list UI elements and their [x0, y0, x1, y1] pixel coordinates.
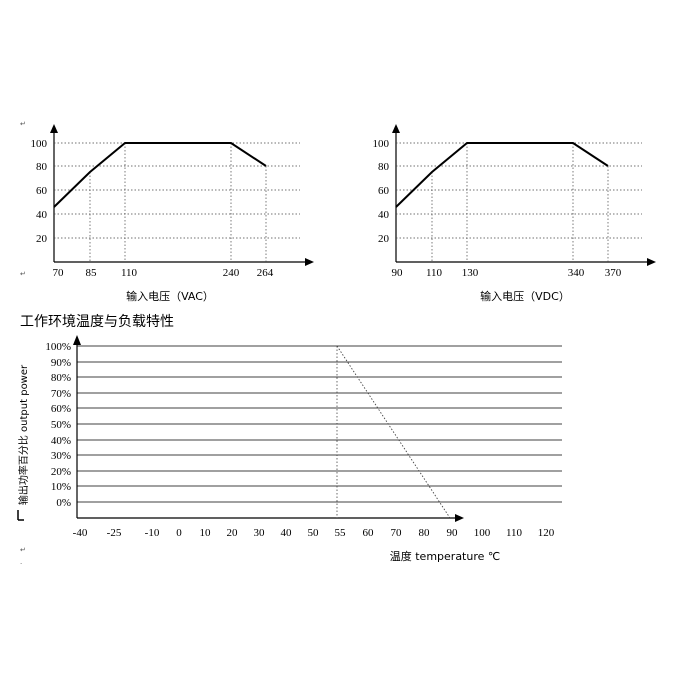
temp-x-tick-m40: -40: [73, 527, 88, 539]
temp-y-tick-30: 30%: [51, 450, 71, 462]
section-title: 工作环境温度与负载特性: [20, 314, 174, 330]
vac-x-axis-arrow: [305, 258, 314, 266]
vdc-chart: 100 80 60 40 20 90 110 130 340 370 输入电压（…: [373, 124, 656, 303]
temp-y-axis-label: 输出功率百分比 output power: [17, 364, 30, 505]
temp-x-tick-20: 20: [227, 527, 239, 539]
vac-y-tick-20: 20: [36, 233, 48, 245]
vac-y-axis-arrow: [50, 124, 58, 133]
vac-chart: 100 80 60 40 20 70 85 110 240 264 输入电压（V…: [31, 124, 314, 303]
temp-x-tick-m25: -25: [107, 527, 122, 539]
temp-x-tick-70: 70: [391, 527, 403, 539]
vdc-y-axis-arrow: [392, 124, 400, 133]
vac-x-axis-label: 输入电压（VAC）: [126, 289, 214, 303]
temp-x-tick-55: 55: [335, 527, 347, 539]
vdc-x-tick-130: 130: [462, 267, 479, 279]
vac-y-tick-80: 80: [36, 161, 48, 173]
temp-x-tick-110: 110: [506, 527, 523, 539]
temp-y-tick-70: 70%: [51, 388, 71, 400]
vdc-x-axis-arrow: [647, 258, 656, 266]
vac-y-tick-100: 100: [31, 138, 48, 150]
paragraph-mark: ↵: [20, 546, 26, 554]
vdc-x-tick-370: 370: [605, 267, 622, 279]
temp-y-tick-60: 60%: [51, 403, 71, 415]
temp-x-tick-30: 30: [254, 527, 266, 539]
temp-chart: 100% 90% 80% 70% 60% 50% 40% 30% 20% 10%…: [17, 335, 562, 563]
vdc-x-tick-340: 340: [568, 267, 585, 279]
vac-derating-curve: [53, 142, 267, 208]
temp-y-tick-100: 100%: [45, 341, 71, 353]
vac-x-tick-264: 264: [257, 267, 274, 279]
vac-y-tick-60: 60: [36, 185, 48, 197]
temp-x-tick-120: 120: [538, 527, 555, 539]
vdc-y-tick-20: 20: [378, 233, 390, 245]
paragraph-mark: ·: [20, 560, 22, 568]
temp-y-tick-0: 0%: [56, 497, 71, 509]
vdc-x-axis-label: 输入电压（VDC）: [480, 289, 570, 303]
temp-x-tick-60: 60: [363, 527, 375, 539]
temp-y-tick-80: 80%: [51, 372, 71, 384]
temp-y-tick-20: 20%: [51, 466, 71, 478]
temp-x-tick-0: 0: [176, 527, 182, 539]
vdc-y-tick-80: 80: [378, 161, 390, 173]
temp-x-tick-100: 100: [474, 527, 491, 539]
paragraph-mark: ↵: [20, 120, 26, 128]
temp-x-axis-label: 温度 temperature ℃: [390, 549, 501, 563]
temp-x-tick-10: 10: [200, 527, 212, 539]
vac-x-tick-110: 110: [121, 267, 138, 279]
temp-y-tick-90: 90%: [51, 357, 71, 369]
vdc-x-tick-90: 90: [392, 267, 404, 279]
temp-x-tick-40: 40: [281, 527, 293, 539]
temp-x-tick-80: 80: [419, 527, 431, 539]
temp-y-axis-arrow: [73, 335, 81, 345]
temp-x-axis-arrow: [455, 514, 464, 522]
vdc-y-tick-100: 100: [373, 138, 390, 150]
temp-y-tick-50: 50%: [51, 419, 71, 431]
paragraph-mark: ↵: [20, 270, 26, 278]
temp-x-tick-50: 50: [308, 527, 320, 539]
vdc-derating-curve: [395, 142, 609, 208]
temp-y-tick-10: 10%: [51, 481, 71, 493]
temp-y-tick-40: 40%: [51, 435, 71, 447]
vdc-x-tick-110: 110: [426, 267, 443, 279]
temp-x-tick-90: 90: [447, 527, 459, 539]
temp-derating-curve: [336, 345, 451, 519]
vdc-y-tick-40: 40: [378, 209, 390, 221]
temp-x-tick-m10: -10: [145, 527, 160, 539]
vdc-y-tick-60: 60: [378, 185, 390, 197]
vac-x-tick-240: 240: [223, 267, 240, 279]
vac-x-tick-85: 85: [86, 267, 98, 279]
vac-y-tick-40: 40: [36, 209, 48, 221]
vac-x-tick-70: 70: [53, 267, 65, 279]
